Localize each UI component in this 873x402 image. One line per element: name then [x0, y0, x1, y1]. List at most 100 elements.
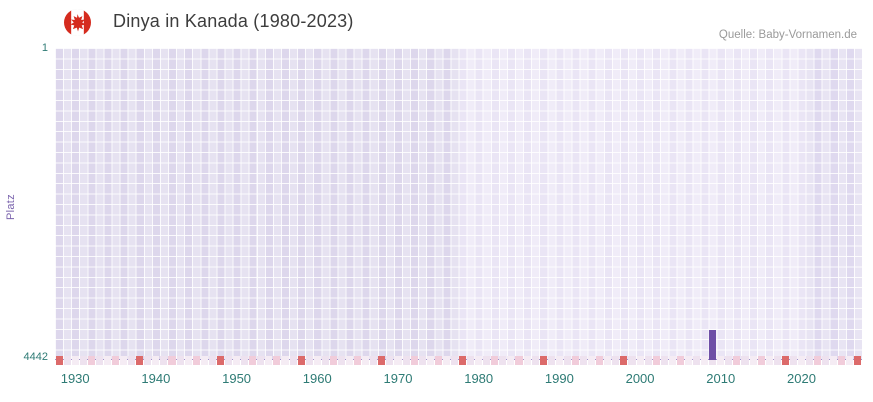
- rank-bar-2009[interactable]: [709, 330, 717, 360]
- year-cell-2012: [733, 356, 741, 365]
- year-cell-1946: [200, 356, 208, 365]
- year-cell-1979: [467, 356, 475, 365]
- year-cell-1933: [95, 356, 103, 365]
- year-cell-1944: [184, 356, 192, 365]
- year-cell-1989: [547, 356, 555, 365]
- plot-area: [55, 48, 862, 365]
- year-cell-2011: [725, 356, 733, 365]
- x-tick-1940: 1940: [141, 371, 171, 386]
- year-cell-1955: [273, 356, 281, 365]
- year-cell-1981: [483, 356, 491, 365]
- year-cell-1997: [612, 356, 620, 365]
- canada-flag-icon: [64, 9, 91, 36]
- x-axis-ticks: 1930 1940 1950 1960 1970 1980 1990 2000 2010 2020: [55, 371, 862, 389]
- year-cell-2007: [693, 356, 701, 365]
- x-tick-1970: 1970: [383, 371, 413, 386]
- year-cell-1939: [144, 356, 152, 365]
- year-cell-1932: [87, 356, 95, 365]
- year-cell-1966: [362, 356, 370, 365]
- year-cell-1930: [71, 356, 79, 365]
- year-cell-1977: [450, 356, 458, 365]
- year-cell-1951: [241, 356, 249, 365]
- year-cell-2018: [781, 356, 789, 365]
- year-cell-1970: [394, 356, 402, 365]
- year-cell-1958: [297, 356, 305, 365]
- year-cell-1975: [434, 356, 442, 365]
- bars-layer: [55, 48, 862, 360]
- year-cell-1931: [79, 356, 87, 365]
- year-cell-1974: [426, 356, 434, 365]
- x-tick-1990: 1990: [544, 371, 574, 386]
- year-cell-1940: [152, 356, 160, 365]
- year-cell-2002: [652, 356, 660, 365]
- year-cell-2015: [757, 356, 765, 365]
- year-cell-1948: [216, 356, 224, 365]
- x-tick-1930: 1930: [60, 371, 90, 386]
- year-cell-1957: [289, 356, 297, 365]
- year-cell-1968: [378, 356, 386, 365]
- year-cell-1980: [475, 356, 483, 365]
- year-cell-2009: [709, 356, 717, 365]
- year-cell-2026: [846, 356, 854, 365]
- year-cell-1988: [539, 356, 547, 365]
- year-cell-1965: [354, 356, 362, 365]
- year-cell-1963: [337, 356, 345, 365]
- year-cell-2000: [636, 356, 644, 365]
- x-tick-2010: 2010: [706, 371, 736, 386]
- x-tick-1980: 1980: [464, 371, 494, 386]
- year-cell-1964: [346, 356, 354, 365]
- year-cell-1991: [563, 356, 571, 365]
- year-cell-1941: [160, 356, 168, 365]
- year-cell-1949: [224, 356, 233, 365]
- year-cell-1976: [442, 356, 450, 365]
- chart-title: Dinya in Kanada (1980-2023): [113, 11, 354, 31]
- year-cell-1935: [111, 356, 120, 365]
- y-axis-top-label: 1: [41, 42, 48, 54]
- year-cell-1967: [370, 356, 378, 365]
- year-cell-2019: [789, 356, 797, 365]
- year-cell-1934: [103, 356, 111, 365]
- year-cell-1993: [580, 356, 588, 365]
- year-cell-1983: [499, 356, 507, 365]
- year-cell-1995: [596, 356, 604, 365]
- year-cell-1945: [192, 356, 200, 365]
- x-tick-2020: 2020: [787, 371, 816, 386]
- year-cell-2003: [660, 356, 668, 365]
- year-cell-1956: [281, 356, 289, 365]
- year-cell-1998: [620, 356, 628, 365]
- year-cell-1937: [128, 356, 136, 365]
- year-cell-1962: [329, 356, 337, 365]
- year-cell-1986: [523, 356, 531, 365]
- year-cell-2001: [644, 356, 652, 365]
- year-cell-1947: [208, 356, 216, 365]
- y-axis-bottom-label: 4442: [23, 351, 48, 363]
- x-tick-1950: 1950: [222, 371, 252, 386]
- source-attribution: Quelle: Baby-Vornamen.de: [718, 29, 857, 41]
- year-cell-2025: [838, 356, 846, 365]
- x-tick-2000: 2000: [625, 371, 655, 386]
- year-cell-1942: [168, 356, 176, 365]
- year-cell-2005: [676, 356, 684, 365]
- year-cell-1936: [120, 356, 128, 365]
- year-cell-1999: [628, 356, 636, 365]
- year-cell-1928: [55, 356, 63, 365]
- year-cell-1992: [571, 356, 580, 365]
- year-cell-1982: [491, 356, 499, 365]
- year-cell-1985: [515, 356, 523, 365]
- year-cell-2013: [741, 356, 749, 365]
- year-cell-1969: [386, 356, 394, 365]
- year-cell-2020: [797, 356, 805, 365]
- year-cell-1984: [507, 356, 515, 365]
- year-cell-1994: [588, 356, 596, 365]
- year-cell-2016: [765, 356, 773, 365]
- year-cell-1959: [305, 356, 313, 365]
- year-cell-1973: [418, 356, 426, 365]
- year-cell-1996: [604, 356, 612, 365]
- year-cell-2017: [773, 356, 781, 365]
- year-cell-1950: [233, 356, 241, 365]
- year-cell-1960: [313, 356, 321, 365]
- year-cell-2004: [668, 356, 676, 365]
- year-cell-1971: [402, 356, 410, 365]
- grid-overlay: [55, 48, 862, 360]
